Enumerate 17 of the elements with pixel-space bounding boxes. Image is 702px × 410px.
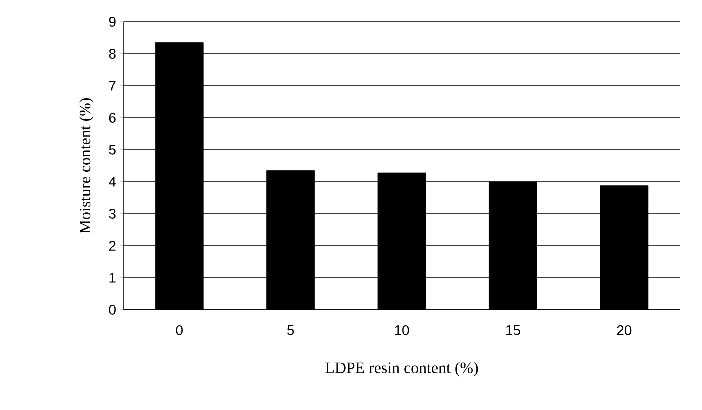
- y-tick-label: 1: [110, 273, 116, 283]
- y-tick-label: 4: [109, 177, 116, 187]
- y-tick-label: 8: [109, 49, 116, 59]
- x-tick-label: 0: [176, 326, 183, 336]
- y-tick-label: 6: [109, 113, 116, 123]
- x-tick-label: 15: [506, 326, 520, 336]
- y-tick-label: 2: [109, 241, 116, 251]
- x-tick-label: 10: [395, 326, 410, 336]
- x-tick-label: 5: [287, 326, 294, 336]
- x-tick-label: 20: [617, 326, 632, 336]
- x-axis-title: LDPE resin content (%): [326, 362, 478, 377]
- y-tick-label: 5: [109, 145, 116, 155]
- y-tick-label: 9: [109, 17, 116, 27]
- y-axis-title: Moisture content (%): [79, 98, 94, 234]
- y-tick-label: 3: [109, 209, 116, 219]
- y-tick-label: 7: [109, 81, 116, 91]
- y-tick-label: 0: [109, 305, 116, 315]
